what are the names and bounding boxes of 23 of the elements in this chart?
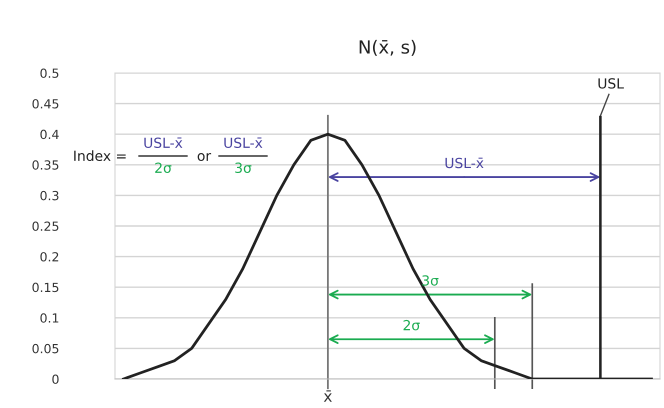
annotation: or	[198, 153, 212, 162]
chart-title: N(x̄, s)	[360, 40, 416, 56]
y-tick-label: 0.35	[32, 160, 58, 170]
y-tick-label: 0.05	[32, 344, 58, 354]
annotation: USL-x̄	[144, 137, 182, 148]
annotation: 3σ	[235, 162, 252, 174]
y-tick-label: 0.4	[40, 130, 59, 140]
y-tick-label: 0	[52, 374, 59, 384]
y-tick-label: 0.2	[40, 252, 58, 262]
annotation: USL-x̄	[224, 137, 262, 148]
y-tick-label: 0.3	[40, 190, 58, 200]
x-tick-label: x̄	[324, 390, 332, 402]
y-tick-label: 0.1	[40, 313, 58, 323]
annotation: USL-x̄	[445, 158, 484, 168]
annotation: 3σ	[422, 275, 438, 286]
y-tick-label: 0.15	[32, 282, 58, 292]
y-tick-label: 0.5	[40, 68, 58, 78]
series-label: USL	[598, 78, 624, 89]
annotation: Index =	[74, 150, 126, 162]
annotation: 2σ	[155, 162, 172, 174]
annotation: 2σ	[404, 320, 420, 330]
y-tick-label: 0.25	[32, 221, 58, 231]
y-tick-label: 0.45	[32, 99, 58, 109]
